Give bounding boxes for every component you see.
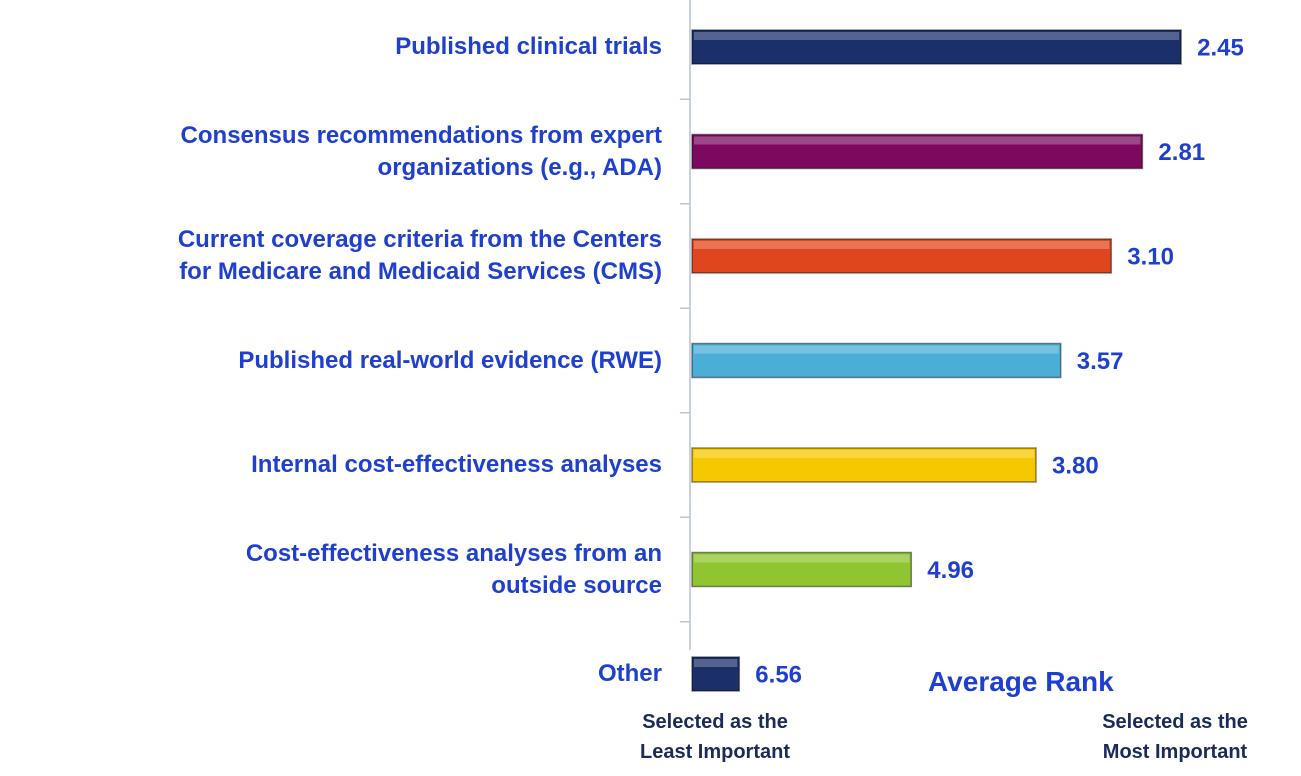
- category-label: Consensus recommendations from expert or…: [180, 121, 662, 181]
- bar: [691, 447, 1037, 483]
- x-axis-label: Average Rank: [928, 666, 1114, 697]
- bar-highlight: [694, 450, 1034, 458]
- category-label: Published real-world evidence (RWE): [238, 346, 662, 374]
- category-label: Other: [597, 660, 662, 687]
- value-label: 2.81: [1158, 139, 1205, 166]
- value-label: 4.96: [927, 557, 974, 584]
- category-label: Cost-effectiveness analyses from an outs…: [245, 539, 662, 599]
- value-label: 2.45: [1197, 34, 1244, 61]
- bar: [691, 342, 1062, 379]
- bar-highlight: [694, 136, 1141, 145]
- bar-highlight: [694, 241, 1110, 249]
- category-label: Internal cost-effectiveness analyses: [251, 451, 662, 478]
- category-label: Published clinical trials: [395, 33, 662, 60]
- left-note: Selected as the Least Important: [639, 711, 791, 763]
- bar-highlight: [694, 32, 1180, 40]
- value-label: 3.10: [1127, 243, 1174, 270]
- bar: [691, 238, 1112, 274]
- bar-highlight: [694, 659, 738, 667]
- value-label: 3.80: [1052, 452, 1099, 479]
- value-label: 6.56: [755, 661, 802, 688]
- bar: [691, 656, 741, 692]
- bar: [691, 133, 1144, 170]
- value-label: 3.57: [1077, 348, 1124, 375]
- bar: [691, 29, 1182, 65]
- bar: [691, 551, 913, 588]
- category-label: Current coverage criteria from the Cente…: [177, 226, 662, 285]
- right-note: Selected as the Most Important: [1102, 711, 1248, 763]
- bar-highlight: [694, 554, 910, 563]
- bar-highlight: [694, 345, 1059, 354]
